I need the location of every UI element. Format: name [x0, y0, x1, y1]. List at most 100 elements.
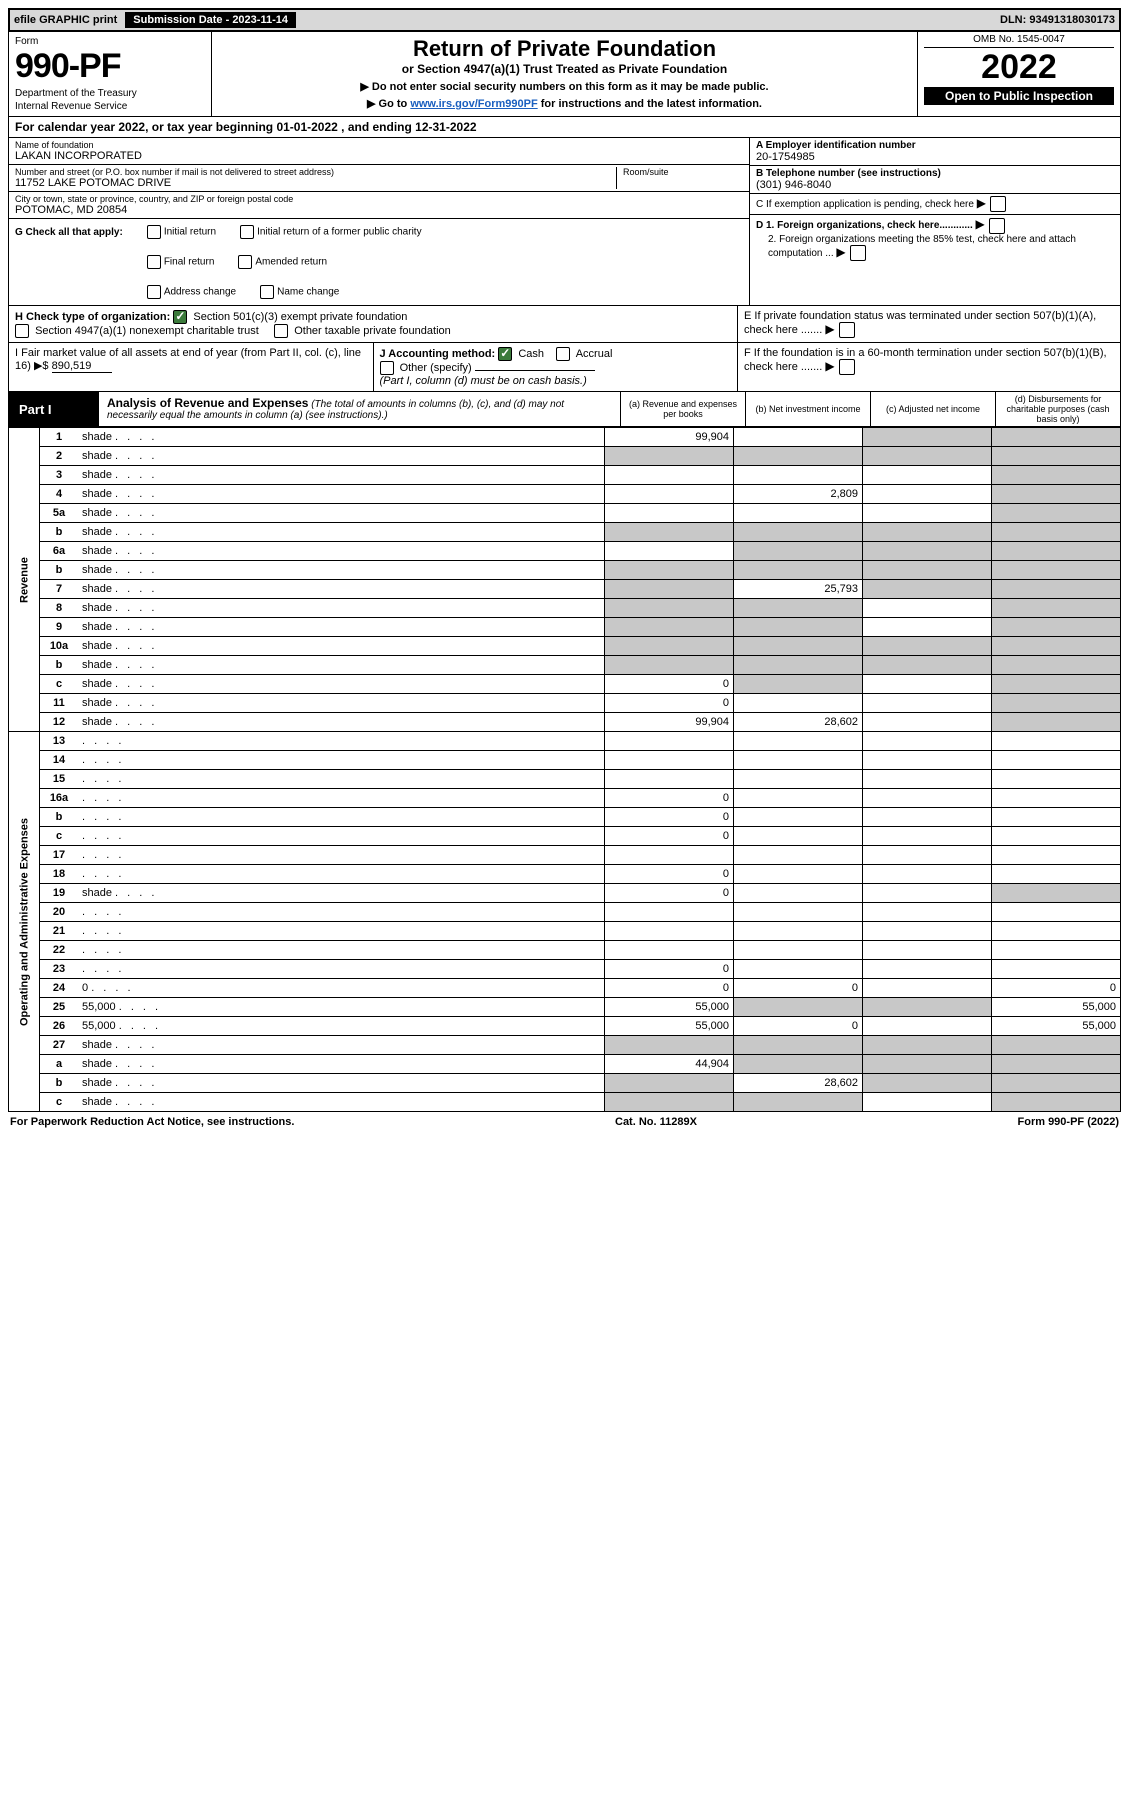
line-description: shade . . . . — [78, 618, 605, 637]
value-cell-a: 55,000 — [605, 1017, 734, 1036]
value-cell-c — [863, 1055, 992, 1074]
value-cell-a — [605, 580, 734, 599]
line-description: . . . . — [78, 732, 605, 751]
table-row: 22 . . . . — [9, 941, 1121, 960]
value-cell-b — [734, 637, 863, 656]
value-cell-c — [863, 941, 992, 960]
value-cell-a: 0 — [605, 827, 734, 846]
value-cell-c — [863, 846, 992, 865]
c-checkbox[interactable] — [990, 196, 1006, 212]
irs-link[interactable]: www.irs.gov/Form990PF — [410, 98, 537, 110]
j-accrual-check[interactable] — [556, 347, 570, 361]
line-description: shade . . . . — [78, 637, 605, 656]
value-cell-d — [992, 485, 1121, 504]
line-description: shade . . . . — [78, 1055, 605, 1074]
instruction-2: ▶ Go to www.irs.gov/Form990PF for instru… — [220, 97, 909, 110]
col-a-head: (a) Revenue and expenses per books — [620, 392, 745, 426]
table-row: bshade . . . . — [9, 656, 1121, 675]
value-cell-c — [863, 865, 992, 884]
value-cell-b — [734, 751, 863, 770]
table-row: 2555,000 . . . .55,00055,000 — [9, 998, 1121, 1017]
value-cell-b — [734, 808, 863, 827]
d2-checkbox[interactable] — [850, 245, 866, 261]
j-other: Other (specify) — [400, 362, 472, 374]
line-number: 13 — [40, 732, 79, 751]
line-number: 19 — [40, 884, 79, 903]
submission-date: Submission Date - 2023-11-14 — [125, 12, 296, 28]
value-cell-b — [734, 960, 863, 979]
part1-desc: Analysis of Revenue and Expenses (The to… — [99, 392, 620, 426]
h-opt2: Section 4947(a)(1) nonexempt charitable … — [35, 325, 259, 337]
h-4947-check[interactable] — [15, 324, 29, 338]
col-b-head: (b) Net investment income — [745, 392, 870, 426]
identity-right: A Employer identification number 20-1754… — [749, 138, 1120, 305]
d1-checkbox[interactable] — [989, 218, 1005, 234]
part1-label: Part I — [9, 392, 99, 426]
value-cell-b — [734, 1093, 863, 1112]
value-cell-b — [734, 1055, 863, 1074]
h-section: H Check type of organization: Section 50… — [8, 306, 1121, 343]
value-cell-c — [863, 504, 992, 523]
value-cell-d — [992, 808, 1121, 827]
ein-label: A Employer identification number — [756, 140, 1114, 151]
value-cell-a — [605, 561, 734, 580]
value-cell-b — [734, 542, 863, 561]
value-cell-a — [605, 732, 734, 751]
value-cell-a: 0 — [605, 960, 734, 979]
line-number: 12 — [40, 713, 79, 732]
value-cell-a — [605, 485, 734, 504]
identity-grid: Name of foundation LAKAN INCORPORATED Nu… — [8, 138, 1121, 306]
f-checkbox[interactable] — [839, 359, 855, 375]
value-cell-c — [863, 998, 992, 1017]
table-row: c . . . .0 — [9, 827, 1121, 846]
value-cell-d — [992, 846, 1121, 865]
h-other-check[interactable] — [274, 324, 288, 338]
line-number: 7 — [40, 580, 79, 599]
value-cell-c — [863, 447, 992, 466]
line-description: shade . . . . — [78, 428, 605, 447]
e-checkbox[interactable] — [839, 322, 855, 338]
value-cell-d — [992, 447, 1121, 466]
line-number: 23 — [40, 960, 79, 979]
value-cell-c — [863, 808, 992, 827]
foundation-name-cell: Name of foundation LAKAN INCORPORATED — [9, 138, 749, 165]
line-number: a — [40, 1055, 79, 1074]
line-description: . . . . — [78, 865, 605, 884]
value-cell-c — [863, 561, 992, 580]
f-cell: F If the foundation is in a 60-month ter… — [738, 343, 1120, 391]
value-cell-a: 0 — [605, 675, 734, 694]
line-description: shade . . . . — [78, 542, 605, 561]
line-number: 17 — [40, 846, 79, 865]
line-description: . . . . — [78, 770, 605, 789]
line-description: shade . . . . — [78, 1036, 605, 1055]
j-cell: J Accounting method: Cash Accrual Other … — [374, 343, 739, 391]
header-center: Return of Private Foundation or Section … — [212, 32, 917, 116]
value-cell-a: 44,904 — [605, 1055, 734, 1074]
line-number: 27 — [40, 1036, 79, 1055]
line-number: 4 — [40, 485, 79, 504]
line-description: shade . . . . — [78, 485, 605, 504]
table-row: 15 . . . . — [9, 770, 1121, 789]
value-cell-a — [605, 447, 734, 466]
value-cell-a — [605, 1093, 734, 1112]
inst2-pre: ▶ Go to — [367, 98, 410, 110]
value-cell-c — [863, 618, 992, 637]
city-state: POTOMAC, MD 20854 — [15, 204, 743, 216]
line-number: 16a — [40, 789, 79, 808]
line-description: . . . . — [78, 808, 605, 827]
table-row: 18 . . . .0 — [9, 865, 1121, 884]
line-number: 3 — [40, 466, 79, 485]
j-other-check[interactable] — [380, 361, 394, 375]
g-opt-address: Address change — [147, 285, 236, 299]
col-c-head: (c) Adjusted net income — [870, 392, 995, 426]
value-cell-a — [605, 599, 734, 618]
line-description: . . . . — [78, 789, 605, 808]
phone-cell: B Telephone number (see instructions) (3… — [750, 166, 1120, 194]
value-cell-a — [605, 542, 734, 561]
value-cell-b — [734, 903, 863, 922]
j-cash-check[interactable] — [498, 347, 512, 361]
value-cell-d: 55,000 — [992, 998, 1121, 1017]
value-cell-c — [863, 979, 992, 998]
line-number: 15 — [40, 770, 79, 789]
h-501c3-check[interactable] — [173, 310, 187, 324]
